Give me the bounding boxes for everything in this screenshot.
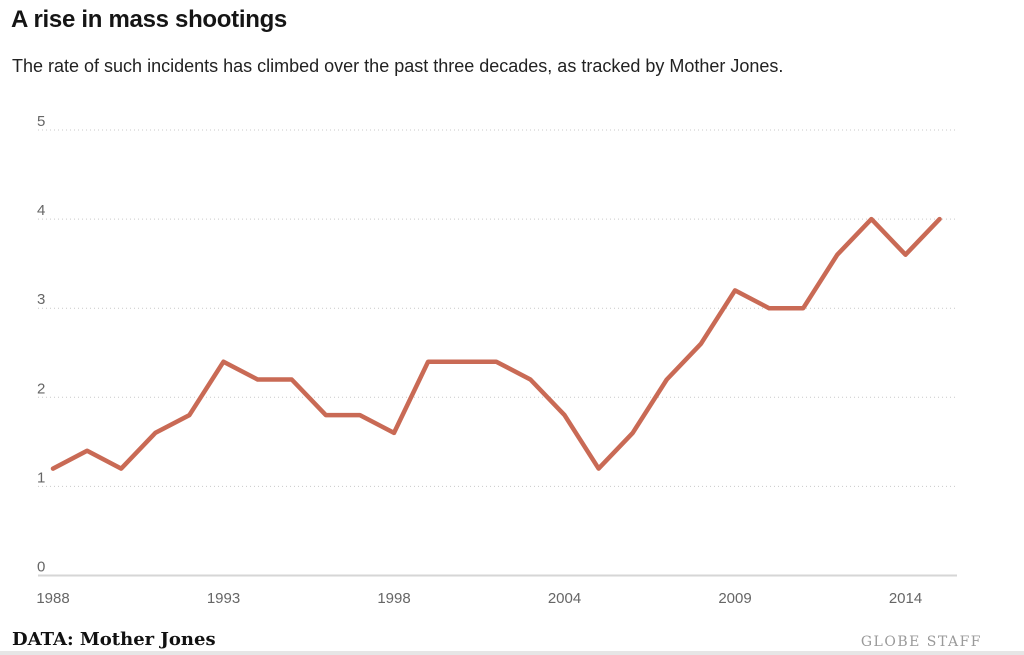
- bottom-strip: [0, 651, 1024, 655]
- y-tick-label-3: 3: [37, 291, 45, 308]
- y-tick-label-0: 0: [37, 559, 45, 576]
- x-tick-label-2009: 2009: [718, 590, 751, 607]
- chart-subtitle: The rate of such incidents has climbed o…: [12, 56, 784, 76]
- x-tick-label-1998: 1998: [377, 590, 410, 607]
- y-tick-label-5: 5: [37, 113, 45, 130]
- x-tick-label-1988: 1988: [36, 590, 69, 607]
- x-tick-label-2014: 2014: [889, 590, 922, 607]
- x-tick-label-1993: 1993: [207, 590, 240, 607]
- staff-credit: GLOBE STAFF: [860, 634, 982, 650]
- y-tick-label-2: 2: [37, 380, 45, 397]
- y-tick-label-1: 1: [37, 469, 45, 486]
- trend-line: [50, 216, 942, 471]
- data-source-credit: DATA: Mother Jones: [12, 629, 216, 650]
- chart-title: A rise in mass shootings: [11, 6, 287, 33]
- x-tick-label-2004: 2004: [548, 590, 581, 607]
- y-tick-label-4: 4: [37, 202, 45, 219]
